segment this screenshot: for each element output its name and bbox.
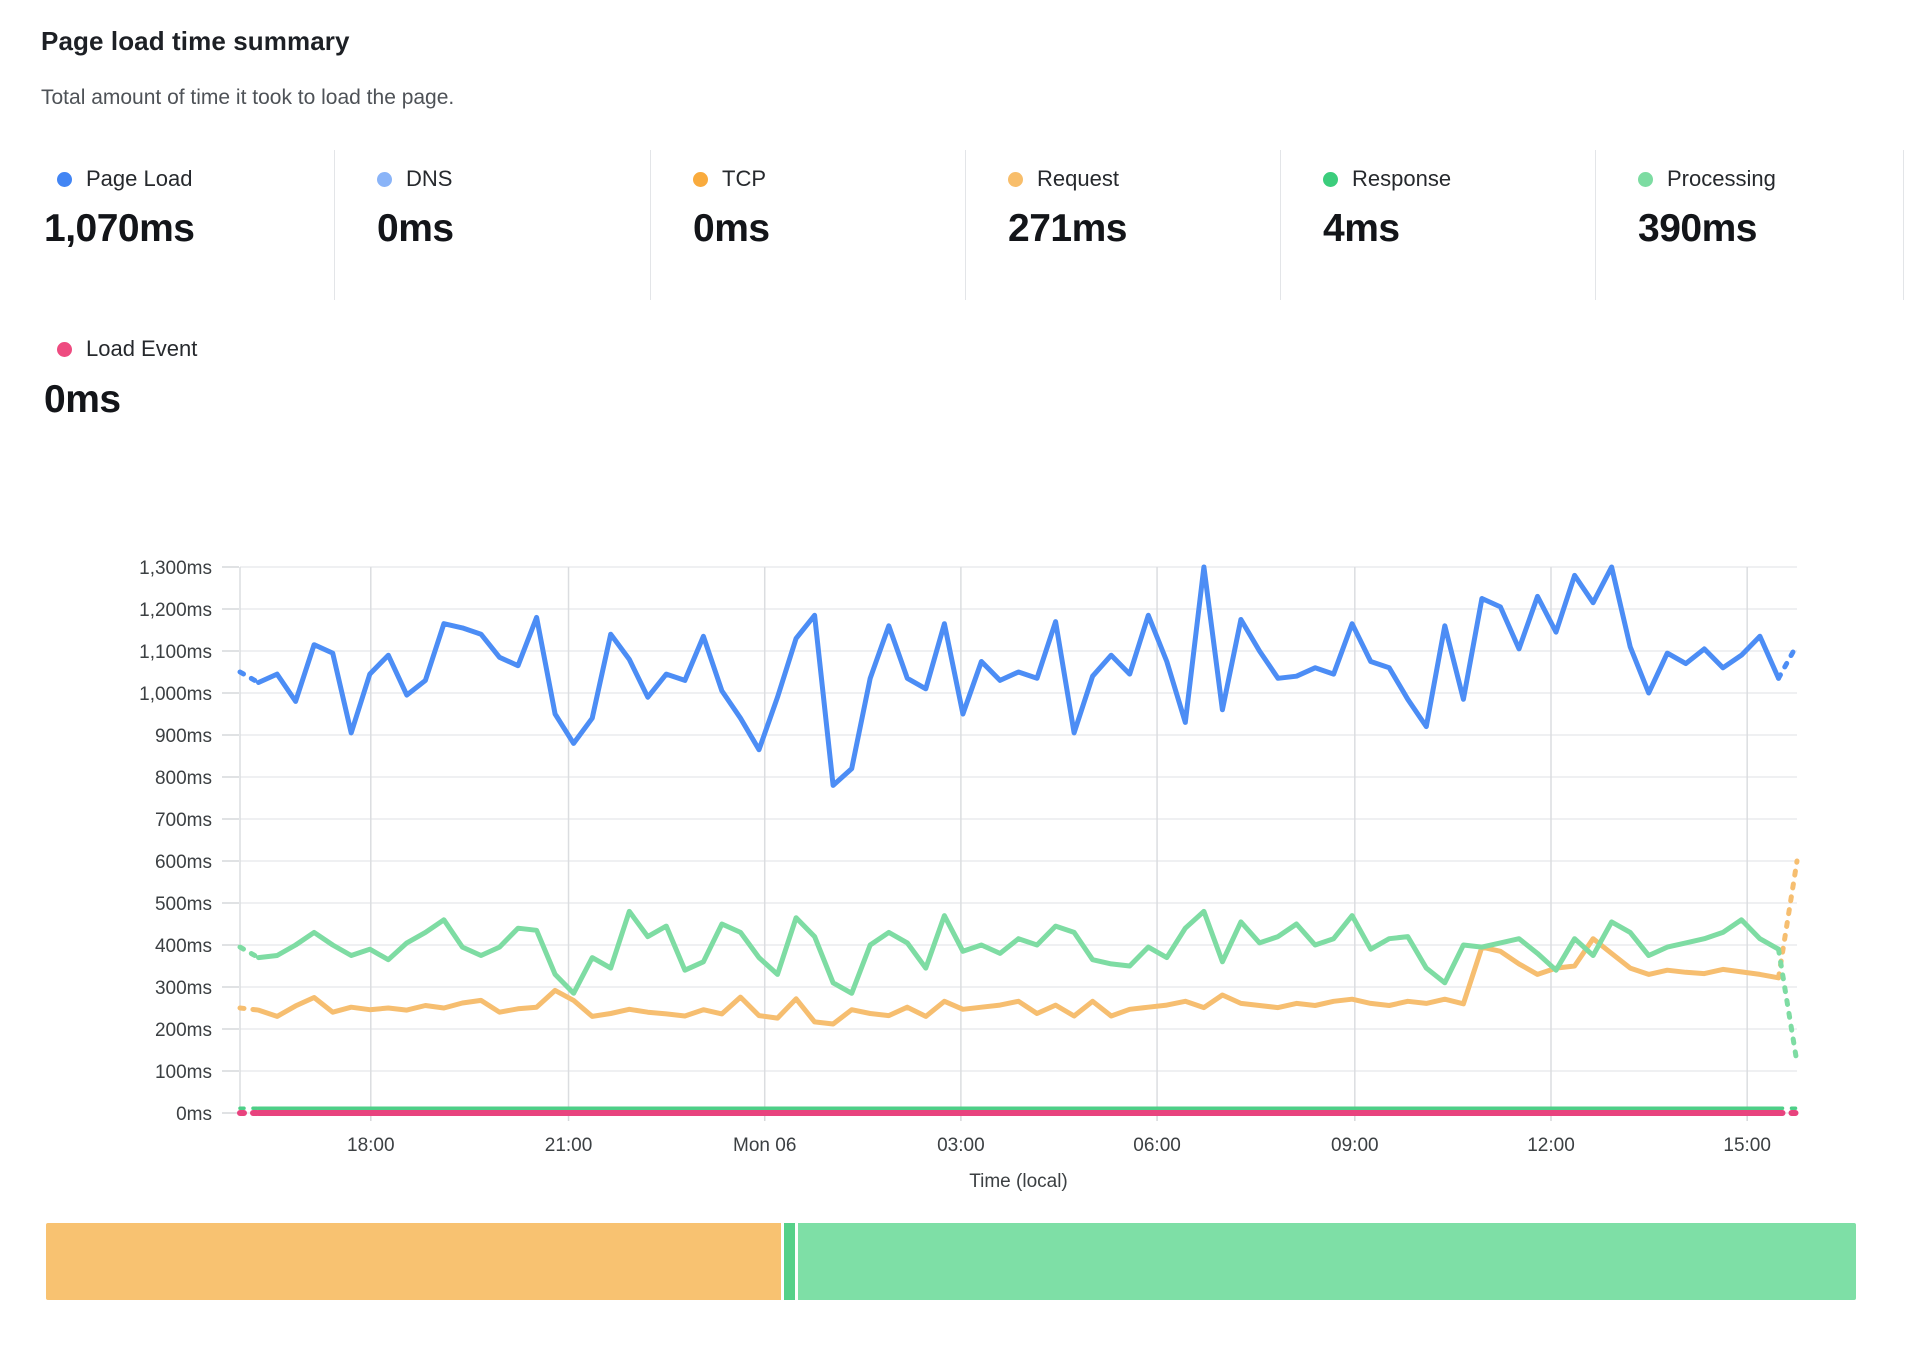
metric-value: 4ms	[1323, 207, 1400, 250]
series-page-load	[237, 564, 1800, 788]
metric-label: Load Event	[86, 336, 198, 361]
load-time-line-chart: 0ms 100ms 200ms 300ms 400ms 500ms 600ms 700ms 80…	[139, 558, 1800, 1192]
response-legend-dot	[1323, 171, 1338, 187]
x-axis-tick-label: 15:00	[1723, 1135, 1771, 1156]
metric-label: TCP	[722, 166, 766, 191]
x-axis-tick-label: Mon 06	[733, 1135, 796, 1156]
metric-tcp[interactable]: TCP 0ms	[650, 150, 965, 300]
x-axis-tick-label: 21:00	[545, 1135, 593, 1156]
y-axis-tick-label: 100ms	[155, 1062, 212, 1083]
page-title: Page load time summary	[41, 26, 350, 56]
metric-label: Processing	[1667, 166, 1776, 191]
tcp-legend-dot	[693, 171, 708, 187]
load-event-legend-dot	[57, 341, 72, 357]
metric-value: 0ms	[44, 378, 121, 421]
request-leading-dash	[237, 1005, 261, 1013]
y-axis-tick-label: 1,300ms	[139, 558, 212, 579]
y-axis-tick-label: 300ms	[155, 978, 212, 999]
series-request	[237, 858, 1800, 1027]
legend-entry-tcp: TCP	[693, 166, 965, 192]
metric-value: 390ms	[1638, 207, 1757, 250]
x-axis-tick-label: 03:00	[937, 1135, 985, 1156]
y-axis-tick-label: 700ms	[155, 810, 212, 831]
bar-segment-request	[46, 1223, 782, 1300]
page-load-leading-dash	[237, 669, 261, 685]
page-load-trailing-dash	[1776, 642, 1800, 681]
page-load-line	[256, 564, 1781, 788]
y-axis-tick-label: 800ms	[155, 768, 212, 789]
metric-label: Page Load	[86, 166, 193, 191]
processing-legend-dot	[1638, 171, 1653, 187]
metric-label: DNS	[406, 166, 453, 191]
breakdown-bar	[46, 1223, 1856, 1300]
metric-value: 1,070ms	[44, 207, 195, 250]
legend-entry-dns: DNS	[377, 166, 650, 192]
legend-entry-response: Response	[1323, 166, 1595, 192]
y-axis-tick-label: 1,200ms	[139, 600, 212, 621]
series-processing	[237, 908, 1800, 1066]
x-axis-tick-label: 12:00	[1527, 1135, 1575, 1156]
processing-line	[256, 908, 1781, 996]
y-axis-tick-label: 500ms	[155, 894, 212, 915]
page-subtitle: Total amount of time it took to load the…	[41, 86, 455, 109]
metric-label: Request	[1037, 166, 1119, 191]
metric-value: 0ms	[693, 207, 770, 250]
legend-entry-page-load: Page Load	[44, 166, 334, 192]
legend-entry-load-event: Load Event	[44, 336, 197, 362]
bar-segment-processing	[798, 1223, 1856, 1300]
y-axis-tick-label: 600ms	[155, 852, 212, 873]
metric-value: 0ms	[377, 207, 454, 250]
y-axis-tick-label: 0ms	[176, 1104, 212, 1125]
y-axis-tick-label: 900ms	[155, 726, 212, 747]
metric-processing[interactable]: Processing 390ms	[1595, 150, 1904, 300]
y-axis-tick-label: 1,100ms	[139, 642, 212, 663]
x-axis-tick-label: 18:00	[347, 1135, 395, 1156]
x-axis-title: Time (local)	[969, 1171, 1068, 1192]
chart-grid: 0ms 100ms 200ms 300ms 400ms 500ms 600ms 700ms 80…	[139, 558, 1797, 1156]
metrics-row: Page Load 1,070ms DNS 0ms TCP 0ms Reques…	[44, 150, 1904, 300]
legend-entry-request: Request	[1008, 166, 1280, 192]
y-axis-tick-label: 1,000ms	[139, 684, 212, 705]
processing-trailing-dash	[1776, 946, 1800, 1066]
y-axis-tick-label: 200ms	[155, 1020, 212, 1041]
x-axis-tick-label: 09:00	[1331, 1135, 1379, 1156]
metric-page-load[interactable]: Page Load 1,070ms	[44, 150, 334, 300]
bar-segment-response	[784, 1223, 795, 1300]
metric-label: Response	[1352, 166, 1452, 191]
metric-load-event[interactable]: Load Event 0ms	[44, 336, 197, 422]
metric-dns[interactable]: DNS 0ms	[334, 150, 650, 300]
request-line	[256, 936, 1781, 1027]
metric-value: 271ms	[1008, 207, 1127, 250]
request-legend-dot	[1008, 171, 1023, 187]
legend-entry-processing: Processing	[1638, 166, 1903, 192]
x-axis-tick-label: 06:00	[1133, 1135, 1181, 1156]
dns-legend-dot	[377, 171, 392, 187]
y-axis-tick-label: 400ms	[155, 936, 212, 957]
metric-request[interactable]: Request 271ms	[965, 150, 1280, 300]
page-load-legend-dot	[57, 171, 72, 187]
processing-leading-dash	[237, 944, 261, 961]
metric-response[interactable]: Response 4ms	[1280, 150, 1595, 300]
